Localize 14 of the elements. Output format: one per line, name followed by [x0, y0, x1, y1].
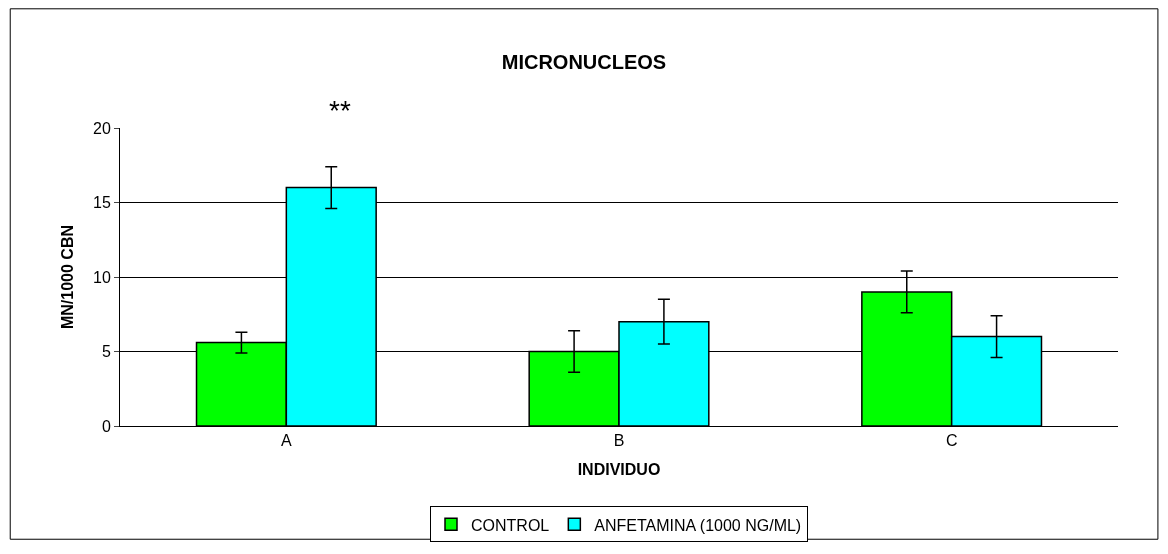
y-axis-title: MN/1000 CBN — [58, 224, 76, 330]
y-tick-label: 0 — [101, 417, 111, 435]
legend-label: ANFETAMINA (1000 NG/ML) — [594, 516, 802, 534]
x-axis-title: INDIVIDUO — [577, 460, 661, 478]
x-tick-label: B — [613, 432, 625, 450]
x-tick-label: A — [280, 432, 292, 450]
y-tick-label: 10 — [93, 268, 111, 286]
legend-label: CONTROL — [471, 516, 550, 534]
x-tick-label: C — [945, 432, 958, 450]
y-tick-label: 5 — [101, 343, 111, 361]
y-tick-label: 20 — [93, 119, 111, 137]
y-tick-label: 15 — [93, 194, 111, 212]
chart-title: MICRONUCLEOS — [501, 51, 667, 74]
text: ** — [329, 95, 351, 126]
